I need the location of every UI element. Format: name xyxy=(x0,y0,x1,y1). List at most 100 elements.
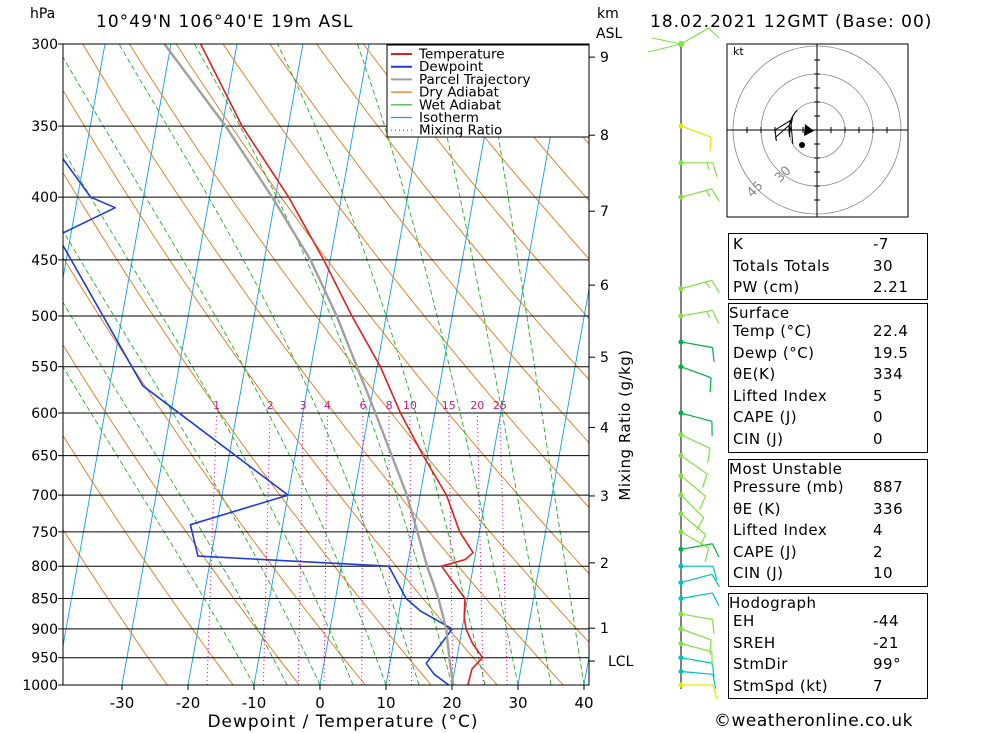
isotherm-line xyxy=(451,44,568,685)
stat-label: StmSpd (kt) xyxy=(733,676,829,695)
stat-label: CIN (J) xyxy=(733,564,784,583)
stat-label: θE (K) xyxy=(733,499,781,518)
dry-adiabat-line xyxy=(82,44,564,685)
pressure-tick-label: 450 xyxy=(31,253,58,269)
wind-barb xyxy=(678,682,718,700)
stat-label: CAPE (J) xyxy=(733,542,798,561)
stat-value: 99° xyxy=(873,655,902,674)
stat-label: Lifted Index xyxy=(733,386,828,405)
stat-label: CIN (J) xyxy=(733,429,784,448)
temperature-tick-label: 40 xyxy=(574,694,593,712)
temperature-tick-label: -30 xyxy=(110,694,135,712)
legend-box xyxy=(386,44,590,138)
dry-adiabat-line xyxy=(63,89,498,685)
datetime-label: 18.02.2021 12GMT (Base: 00) xyxy=(650,12,933,32)
section-title: Most Unstable xyxy=(729,460,843,478)
pressure-tick-label: 550 xyxy=(31,360,58,376)
stat-label: Temp (°C) xyxy=(733,322,812,340)
stat-value: -44 xyxy=(873,612,899,630)
mixing-ratio-line xyxy=(262,413,271,685)
parcel-trajectory-line xyxy=(163,44,455,685)
stat-value: -7 xyxy=(873,235,889,253)
wind-barb-flag xyxy=(711,188,720,202)
wet-adiabat-line xyxy=(63,56,387,685)
wind-barb-shaft xyxy=(680,455,708,475)
wind-barb-flag xyxy=(711,310,720,324)
hodograph-trace xyxy=(774,109,798,145)
stats-row: Temp (°C) 22.4 xyxy=(729,322,927,344)
stat-value: 5 xyxy=(873,386,884,405)
wind-barb-flag xyxy=(711,619,715,635)
pressure-tick-label: 400 xyxy=(31,190,58,206)
pressure-tick-label: 850 xyxy=(31,591,58,607)
wind-barb xyxy=(678,364,712,393)
stat-value: -21 xyxy=(873,633,899,652)
wind-barb xyxy=(678,160,718,177)
stat-value: 336 xyxy=(873,499,904,518)
stat-value: 2 xyxy=(873,542,884,561)
km-tick-label: 9 xyxy=(600,50,609,66)
wind-barb xyxy=(678,563,718,581)
axes: 1 2 3 4 6 8 10 15 20 2530035040045050055060065070… xyxy=(22,37,634,732)
wind-barb-flag xyxy=(711,592,720,607)
legend-label: Isotherm xyxy=(419,110,479,126)
mixing-ratio-label: 15 xyxy=(442,399,456,412)
stats-row: CAPE (J) 2 xyxy=(729,543,927,565)
stats-row: Totals Totals 30 xyxy=(729,256,927,278)
wind-barb-flag xyxy=(709,136,712,152)
wind-barb-shaft xyxy=(680,412,713,422)
wind-barb-shaft xyxy=(680,531,710,549)
mixing-ratio-label: 3 xyxy=(300,399,307,412)
pressure-tick-label: 700 xyxy=(31,488,58,504)
wind-barb xyxy=(678,123,712,152)
pressure-tick-label: 1000 xyxy=(22,678,58,694)
wind-barb xyxy=(647,37,682,53)
wind-barb xyxy=(678,640,713,667)
temperature-line xyxy=(199,44,484,685)
wind-barb-shaft xyxy=(680,475,706,497)
wind-barb xyxy=(678,511,707,548)
wind-barb xyxy=(678,309,720,324)
stats-row: Pressure (mb) 887 xyxy=(729,478,927,500)
pressure-tick-label: 950 xyxy=(31,651,58,667)
wet-adiabat-line xyxy=(277,44,486,685)
wind-barb-shaft xyxy=(680,628,712,641)
stat-label: StmDir xyxy=(733,655,788,674)
pressure-tick-label: 350 xyxy=(31,119,58,135)
stats-row: θE(K) 334 xyxy=(729,365,927,387)
isotherm-line xyxy=(187,44,304,685)
temperature-tick-label: -20 xyxy=(176,694,201,712)
wind-barb-shaft xyxy=(680,279,713,290)
hodograph-stats-section: Hodograph EH -44 SREH -21 StmDir 99° StmSpd… xyxy=(728,593,928,700)
km-tick-label: 8 xyxy=(600,128,609,144)
stat-label: Dewp (°C) xyxy=(733,343,815,362)
dry-adiabat-line xyxy=(63,528,168,685)
wind-barb-flag xyxy=(711,663,715,678)
pressure-tick-label: 750 xyxy=(31,525,58,541)
wind-barb xyxy=(678,611,715,635)
isotherm-line xyxy=(63,44,106,281)
stats-row: K -7 xyxy=(729,234,927,256)
wind-barb xyxy=(678,339,715,363)
wind-barb xyxy=(678,473,707,510)
stat-label: EH xyxy=(733,612,755,630)
hodograph-arrow-icon xyxy=(804,124,814,136)
dry-adiabat-line xyxy=(363,44,589,320)
wind-barb xyxy=(678,410,713,436)
legend-label: Dewpoint xyxy=(419,59,483,75)
plot-frame xyxy=(62,43,590,686)
wind-barb-shaft xyxy=(680,657,713,664)
wet-adiabat-line xyxy=(63,149,354,685)
wind-barb-shaft xyxy=(680,543,713,550)
stat-value: 7 xyxy=(873,676,884,695)
wind-barb xyxy=(678,279,720,294)
storm-motion-marker xyxy=(799,142,805,148)
legend-label: Mixing Ratio xyxy=(419,123,502,139)
wind-barb-flag xyxy=(711,347,715,363)
dry-adiabat-line xyxy=(409,44,589,260)
dry-adiabat-line xyxy=(63,171,432,685)
temperature-tick-label: 0 xyxy=(315,694,325,712)
surface-section: Surface Temp (°C) 22.4 Dewp (°C) 19.5 θE(K… xyxy=(728,303,928,453)
